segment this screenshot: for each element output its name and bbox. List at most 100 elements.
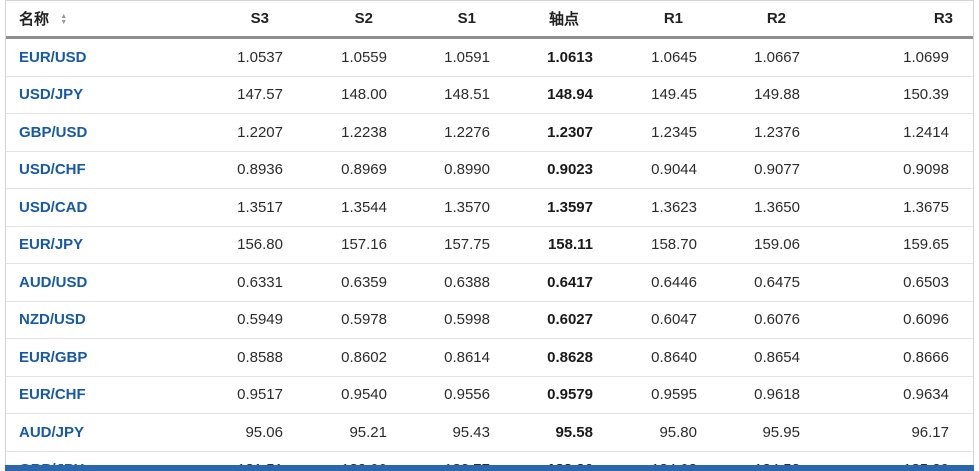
s3-cell: 0.8588 bbox=[166, 338, 307, 377]
pair-link[interactable]: EUR/CHF bbox=[6, 376, 166, 414]
pair-link[interactable]: USD/CHF bbox=[6, 151, 166, 189]
column-header-pivot: 轴点 bbox=[514, 1, 617, 39]
pivot-cell: 95.58 bbox=[514, 413, 617, 452]
pivot-cell: 0.8628 bbox=[514, 338, 617, 377]
r3-cell: 1.0699 bbox=[824, 37, 973, 77]
r1-cell: 1.3623 bbox=[617, 188, 721, 227]
name-header-label: 名称 bbox=[19, 11, 50, 28]
column-header-r3: R3 bbox=[824, 1, 973, 39]
pivot-points-table: 名称 ▲ ▼ S3 S2 S1 轴点 R1 R2 R3 EUR/USD 1.0537 1.055… bbox=[6, 1, 973, 471]
r2-cell: 0.6475 bbox=[721, 263, 824, 302]
table-row: USD/CAD 1.3517 1.3544 1.3570 1.3597 1.3623 1.3… bbox=[6, 188, 973, 227]
s3-cell: 1.0537 bbox=[166, 37, 307, 77]
s2-cell: 0.6359 bbox=[307, 263, 411, 302]
table-row: AUD/USD 0.6331 0.6359 0.6388 0.6417 0.6446 0.6… bbox=[6, 263, 973, 302]
column-header-name[interactable]: 名称 ▲ ▼ bbox=[6, 1, 166, 39]
r3-cell: 159.65 bbox=[824, 226, 973, 264]
s3-cell: 0.9517 bbox=[166, 376, 307, 414]
column-header-s3: S3 bbox=[166, 1, 307, 39]
s3-cell: 147.57 bbox=[166, 76, 307, 114]
s1-cell: 148.51 bbox=[411, 76, 514, 114]
pair-link[interactable]: USD/JPY bbox=[6, 76, 166, 114]
s2-cell: 95.21 bbox=[307, 413, 411, 452]
s1-cell: 1.2276 bbox=[411, 113, 514, 152]
pivot-cell: 0.9023 bbox=[514, 151, 617, 189]
r1-cell: 0.9595 bbox=[617, 376, 721, 414]
pair-link[interactable]: NZD/USD bbox=[6, 301, 166, 339]
s1-cell: 1.0591 bbox=[411, 37, 514, 77]
r1-cell: 0.6047 bbox=[617, 301, 721, 339]
s2-cell: 1.3544 bbox=[307, 188, 411, 227]
pivot-cell: 158.11 bbox=[514, 226, 617, 264]
s2-cell: 0.8602 bbox=[307, 338, 411, 377]
table-row: EUR/CHF 0.9517 0.9540 0.9556 0.9579 0.9595 0.9… bbox=[6, 376, 973, 414]
r3-cell: 0.9634 bbox=[824, 376, 973, 414]
r3-cell: 0.6096 bbox=[824, 301, 973, 339]
pivot-cell: 1.3597 bbox=[514, 188, 617, 227]
pivot-cell: 1.2307 bbox=[514, 113, 617, 152]
pair-link[interactable]: USD/CAD bbox=[6, 188, 166, 227]
s2-cell: 1.0559 bbox=[307, 37, 411, 77]
table-row: EUR/JPY 156.80 157.16 157.75 158.11 158.70 159… bbox=[6, 226, 973, 264]
r1-cell: 0.9044 bbox=[617, 151, 721, 189]
r1-cell: 1.0645 bbox=[617, 37, 721, 77]
table-row: EUR/GBP 0.8588 0.8602 0.8614 0.8628 0.8640 0.8… bbox=[6, 338, 973, 377]
r3-cell: 0.6503 bbox=[824, 263, 973, 302]
sort-up-icon: ▲ bbox=[60, 13, 68, 21]
s1-cell: 0.5998 bbox=[411, 301, 514, 339]
r1-cell: 149.45 bbox=[617, 76, 721, 114]
s3-cell: 0.5949 bbox=[166, 301, 307, 339]
s1-cell: 0.8990 bbox=[411, 151, 514, 189]
r1-cell: 0.8640 bbox=[617, 338, 721, 377]
next-section-bar bbox=[5, 465, 974, 471]
column-header-s2: S2 bbox=[307, 1, 411, 39]
s3-cell: 0.6331 bbox=[166, 263, 307, 302]
r1-cell: 158.70 bbox=[617, 226, 721, 264]
s3-cell: 0.8936 bbox=[166, 151, 307, 189]
pair-link[interactable]: AUD/JPY bbox=[6, 413, 166, 452]
pivot-points-table-container: 名称 ▲ ▼ S3 S2 S1 轴点 R1 R2 R3 EUR/USD 1.0537 1.055… bbox=[5, 0, 974, 471]
s3-cell: 1.2207 bbox=[166, 113, 307, 152]
s1-cell: 0.8614 bbox=[411, 338, 514, 377]
s1-cell: 1.3570 bbox=[411, 188, 514, 227]
pivot-cell: 148.94 bbox=[514, 76, 617, 114]
pivot-cell: 0.6027 bbox=[514, 301, 617, 339]
pivot-cell: 0.6417 bbox=[514, 263, 617, 302]
r1-cell: 95.80 bbox=[617, 413, 721, 452]
r2-cell: 1.2376 bbox=[721, 113, 824, 152]
table-row: USD/CHF 0.8936 0.8969 0.8990 0.9023 0.9044 0.9… bbox=[6, 151, 973, 189]
sort-down-icon: ▼ bbox=[60, 19, 68, 27]
s1-cell: 157.75 bbox=[411, 226, 514, 264]
pair-link[interactable]: AUD/USD bbox=[6, 263, 166, 302]
s2-cell: 157.16 bbox=[307, 226, 411, 264]
s2-cell: 0.9540 bbox=[307, 376, 411, 414]
table-row: NZD/USD 0.5949 0.5978 0.5998 0.6027 0.6047 0.6… bbox=[6, 301, 973, 339]
table-body: EUR/USD 1.0537 1.0559 1.0591 1.0613 1.0645 1.0… bbox=[6, 37, 973, 471]
r3-cell: 0.9098 bbox=[824, 151, 973, 189]
sort-toggle-icon: ▲ ▼ bbox=[60, 13, 68, 27]
r1-cell: 1.2345 bbox=[617, 113, 721, 152]
s1-cell: 0.6388 bbox=[411, 263, 514, 302]
s2-cell: 1.2238 bbox=[307, 113, 411, 152]
r2-cell: 0.9077 bbox=[721, 151, 824, 189]
s1-cell: 95.43 bbox=[411, 413, 514, 452]
s2-cell: 0.5978 bbox=[307, 301, 411, 339]
table-row: USD/JPY 147.57 148.00 148.51 148.94 149.45 149… bbox=[6, 76, 973, 114]
pair-link[interactable]: EUR/JPY bbox=[6, 226, 166, 264]
s3-cell: 1.3517 bbox=[166, 188, 307, 227]
pair-link[interactable]: GBP/USD bbox=[6, 113, 166, 152]
table-row: EUR/USD 1.0537 1.0559 1.0591 1.0613 1.0645 1.0… bbox=[6, 37, 973, 77]
table-row: GBP/USD 1.2207 1.2238 1.2276 1.2307 1.2345 1.2… bbox=[6, 113, 973, 152]
header-row: 名称 ▲ ▼ S3 S2 S1 轴点 R1 R2 R3 bbox=[6, 1, 973, 39]
r3-cell: 1.2414 bbox=[824, 113, 973, 152]
pair-link[interactable]: EUR/GBP bbox=[6, 338, 166, 377]
s2-cell: 0.8969 bbox=[307, 151, 411, 189]
r2-cell: 1.0667 bbox=[721, 37, 824, 77]
pair-link[interactable]: EUR/USD bbox=[6, 37, 166, 77]
r3-cell: 0.8666 bbox=[824, 338, 973, 377]
r3-cell: 1.3675 bbox=[824, 188, 973, 227]
r2-cell: 0.8654 bbox=[721, 338, 824, 377]
r1-cell: 0.6446 bbox=[617, 263, 721, 302]
s3-cell: 95.06 bbox=[166, 413, 307, 452]
